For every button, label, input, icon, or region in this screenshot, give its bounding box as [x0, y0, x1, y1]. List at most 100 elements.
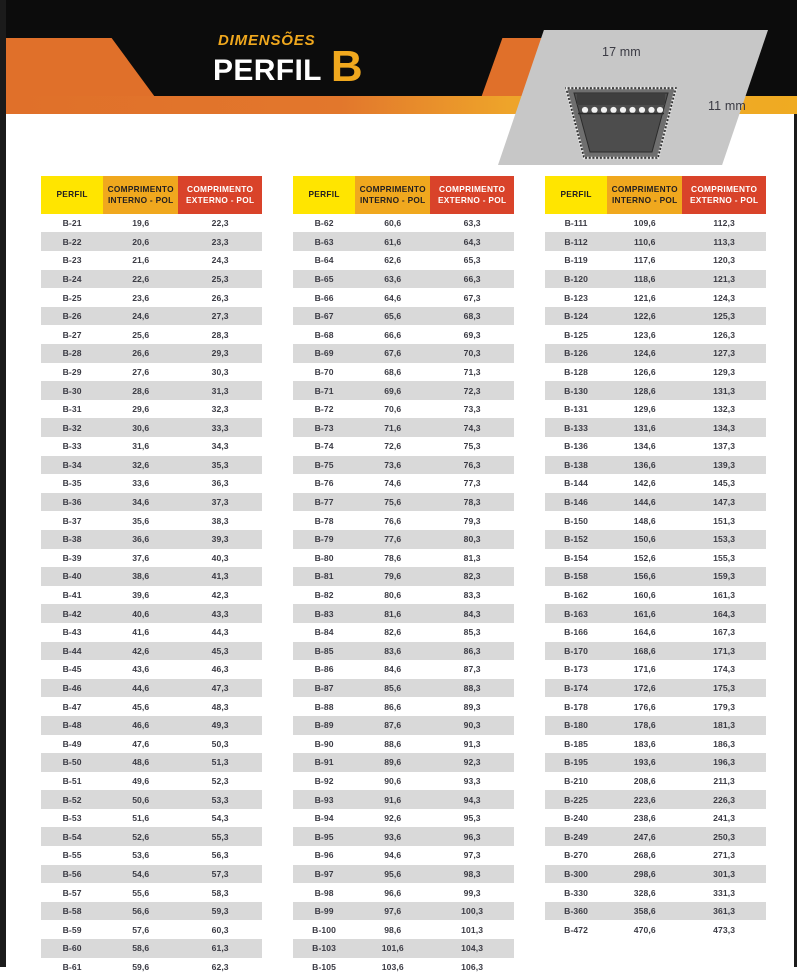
cell-comprimento-externo: 120,3 [713, 255, 736, 266]
cell-comprimento-interno: 84,6 [384, 664, 402, 675]
cell-comprimento-externo: 45,3 [178, 641, 262, 661]
cell-comprimento-interno: 118,6 [607, 269, 683, 289]
header-interno-line1: COMPRIMENTO [359, 184, 426, 194]
cell-comprimento-interno: 24,6 [103, 306, 179, 326]
header-cell-externo: COMPRIMENTO EXTERNO - POL [682, 176, 766, 214]
cell-comprimento-interno: 65,6 [355, 306, 431, 326]
cell-comprimento-interno: 123,6 [633, 329, 656, 340]
cell-comprimento-externo: 96,3 [430, 827, 514, 847]
cell-comprimento-externo: 77,3 [463, 478, 481, 489]
cell-comprimento-interno: 126,6 [633, 366, 656, 377]
cell-perfil: B-70 [314, 366, 334, 377]
cell-comprimento-externo: 67,3 [463, 292, 481, 303]
cell-comprimento-externo: 44,3 [211, 627, 229, 638]
table-row: B-36 34,6 37,3 [41, 492, 262, 512]
cell-comprimento-interno: 101,6 [355, 939, 431, 958]
table-row: B-100 98,6 101,3 [293, 920, 514, 939]
cell-perfil: B-66 [314, 292, 334, 303]
cell-comprimento-interno: 23,6 [132, 292, 150, 303]
cell-comprimento-externo: 92,3 [430, 753, 514, 772]
cell-comprimento-interno: 161,6 [607, 604, 683, 623]
cell-comprimento-interno: 80,6 [384, 590, 402, 601]
cell-comprimento-interno: 136,6 [607, 455, 683, 475]
table-row: B-84 82,6 85,3 [293, 623, 514, 642]
table-row: B-65 63,6 66,3 [293, 269, 514, 289]
cell-perfil: B-32 [41, 418, 104, 437]
table-row: B-25 23,6 26,3 [41, 288, 262, 307]
table-row: B-27 25,6 28,3 [41, 325, 262, 344]
cell-perfil: B-35 [62, 478, 82, 489]
cell-comprimento-interno: 121,6 [633, 292, 656, 303]
table-row: B-51 49,6 52,3 [41, 772, 262, 791]
cell-comprimento-interno: 358,6 [607, 901, 683, 921]
cell-comprimento-interno: 30,6 [103, 418, 179, 437]
cell-comprimento-externo: 161,3 [713, 590, 736, 601]
cell-comprimento-interno: 129,6 [633, 404, 656, 415]
table-row: B-69 67,6 70,3 [293, 344, 514, 363]
cell-perfil: B-150 [564, 515, 589, 526]
cell-comprimento-interno: 144,6 [607, 492, 683, 512]
cell-comprimento-interno: 69,6 [355, 381, 431, 400]
cell-comprimento-externo: 473,3 [713, 924, 736, 935]
table-row: B-60 58,6 61,3 [41, 939, 262, 958]
cell-comprimento-interno: 131,6 [607, 418, 683, 437]
cell-perfil: B-36 [41, 492, 104, 512]
cell-perfil: B-71 [293, 381, 356, 400]
header-cell-interno: COMPRIMENTO INTERNO - POL [103, 176, 179, 214]
cell-comprimento-interno: 95,6 [355, 864, 431, 884]
header-interno-line2: INTERNO - POL [611, 194, 678, 205]
cell-comprimento-externo: 22,3 [211, 218, 229, 229]
cell-perfil: B-300 [545, 864, 608, 884]
cell-comprimento-interno: 54,6 [103, 864, 179, 884]
cell-comprimento-externo: 25,3 [178, 269, 262, 289]
cell-comprimento-externo: 129,3 [713, 366, 736, 377]
cell-comprimento-externo: 23,3 [178, 232, 262, 252]
cell-comprimento-interno: 48,6 [103, 753, 179, 772]
header-interno-line1: COMPRIMENTO [107, 184, 174, 194]
cell-comprimento-externo: 75,3 [463, 441, 481, 452]
table-row: B-360 358,6 361,3 [545, 901, 766, 921]
cell-perfil: B-50 [41, 753, 104, 772]
table-row: B-128 126,6 129,3 [545, 363, 766, 382]
cell-comprimento-interno: 39,6 [132, 590, 150, 601]
table-row: B-44 42,6 45,3 [41, 641, 262, 661]
cell-comprimento-interno: 74,6 [384, 478, 402, 489]
table-row: B-133 131,6 134,3 [545, 418, 766, 437]
table-row: B-81 79,6 82,3 [293, 567, 514, 586]
cell-comprimento-interno: 44,6 [103, 678, 179, 698]
cell-comprimento-interno: 43,6 [132, 664, 150, 675]
title-block: DIMENSÕES PERFIL B [211, 33, 511, 95]
cell-comprimento-externo: 55,3 [178, 827, 262, 847]
cell-perfil: B-158 [545, 567, 608, 586]
cell-comprimento-externo: 147,3 [682, 492, 766, 512]
table-row: B-111 109,6 112,3 [545, 214, 766, 233]
cell-perfil: B-130 [545, 381, 608, 400]
cell-perfil: B-85 [293, 641, 356, 661]
cell-comprimento-externo: 95,3 [463, 813, 481, 824]
cell-perfil: B-128 [564, 366, 589, 377]
cell-comprimento-interno: 128,6 [607, 381, 683, 400]
cell-perfil: B-154 [564, 552, 589, 563]
cell-perfil: B-55 [62, 850, 82, 861]
cell-perfil: B-77 [293, 492, 356, 512]
cell-comprimento-interno: 22,6 [103, 269, 179, 289]
table-row: B-95 93,6 96,3 [293, 827, 514, 847]
table-row: B-33 31,6 34,3 [41, 437, 262, 456]
table-row: B-249 247,6 250,3 [545, 827, 766, 847]
cell-comprimento-interno: 73,6 [355, 455, 431, 475]
header-externo-line2: EXTERNO - POL [185, 194, 255, 205]
cell-comprimento-externo: 84,3 [430, 604, 514, 623]
cell-comprimento-interno: 60,6 [384, 218, 402, 229]
table-row: B-91 89,6 92,3 [293, 753, 514, 772]
cell-comprimento-externo: 60,3 [211, 924, 229, 935]
cell-comprimento-interno: 38,6 [103, 567, 179, 586]
table-row: B-85 83,6 86,3 [293, 641, 514, 661]
table-row: B-64 62,6 65,3 [293, 251, 514, 270]
table-row: B-130 128,6 131,3 [545, 381, 766, 400]
cell-comprimento-externo: 97,3 [463, 850, 481, 861]
table-row: B-22 20,6 23,3 [41, 232, 262, 252]
cell-perfil: B-54 [41, 827, 104, 847]
table-row: B-28 26,6 29,3 [41, 344, 262, 363]
cell-comprimento-interno: 21,6 [132, 255, 150, 266]
table-row: B-240 238,6 241,3 [545, 809, 766, 828]
